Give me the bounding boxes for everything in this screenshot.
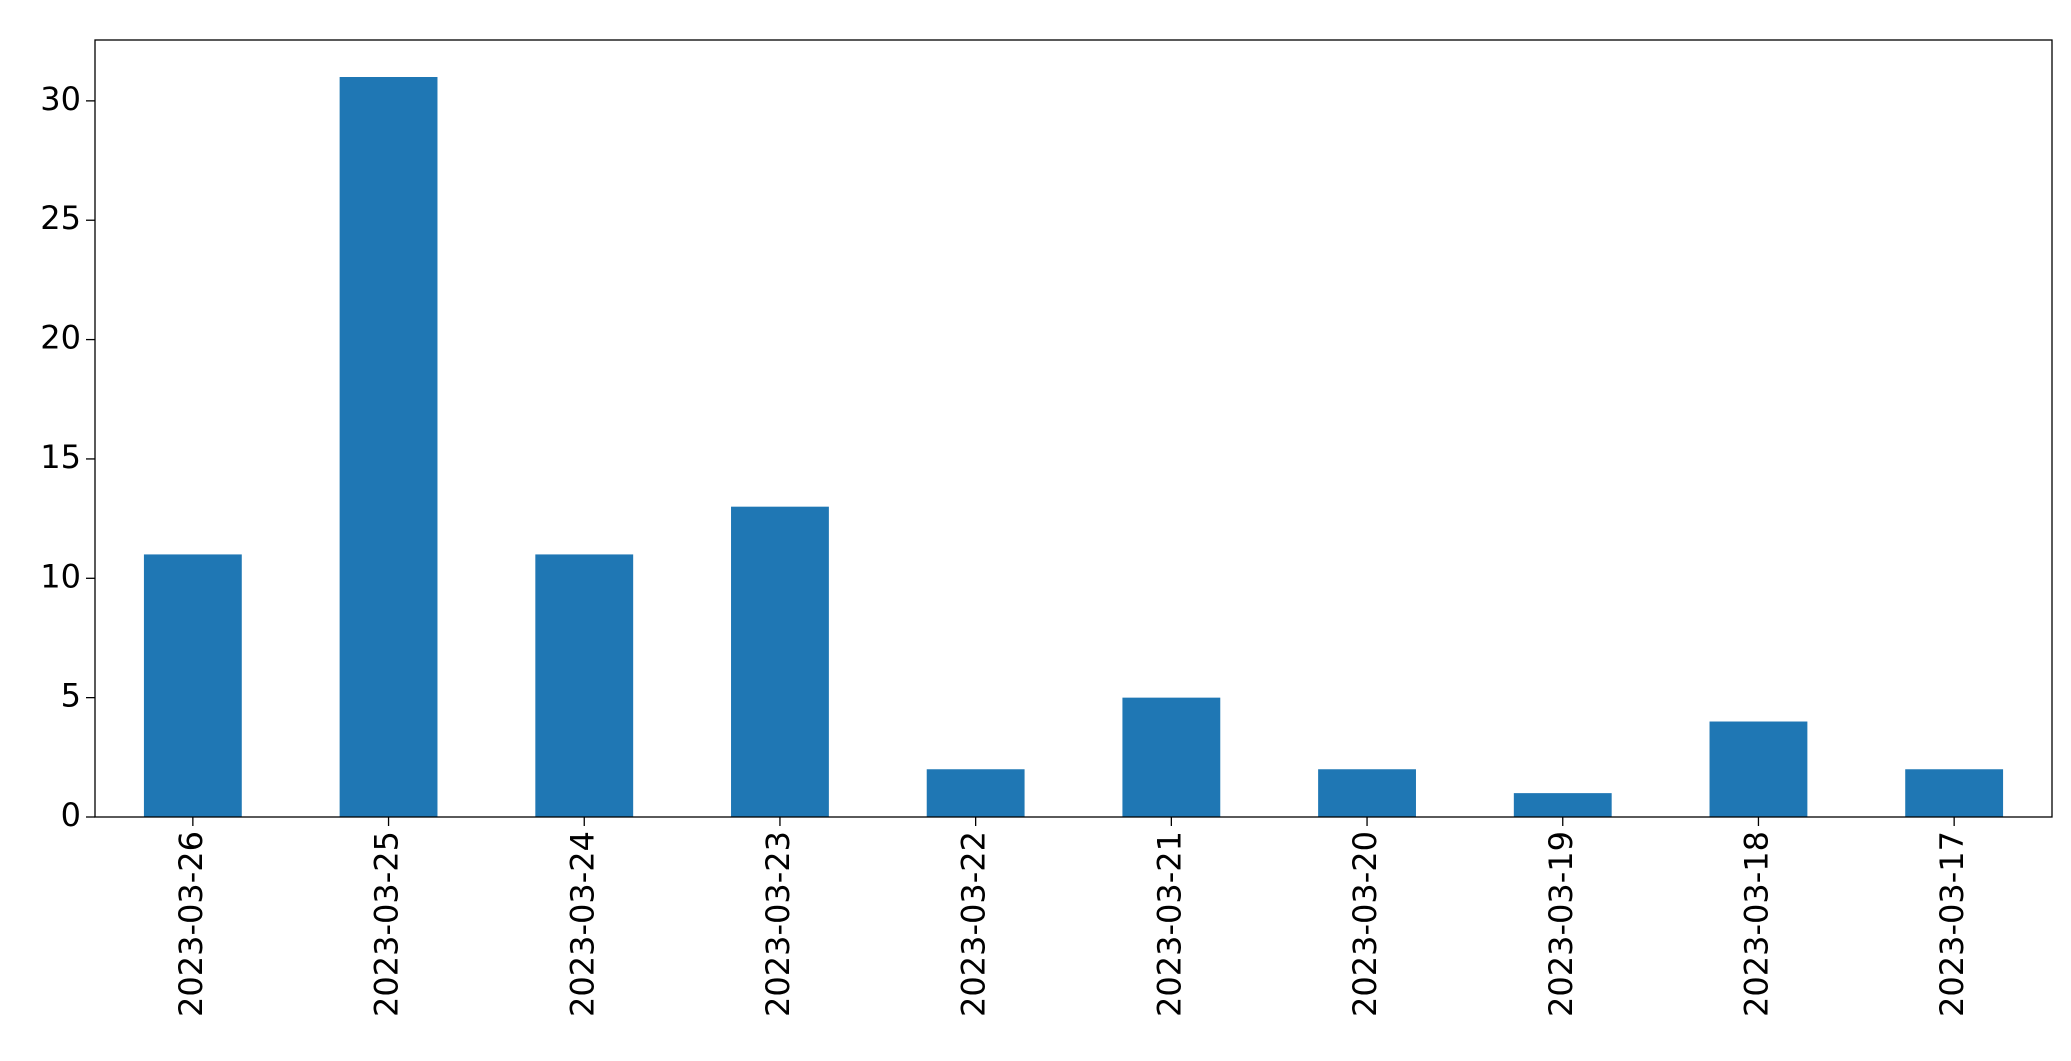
x-tick-label: 2023-03-26 [172, 831, 210, 1017]
bar [1122, 697, 1221, 817]
bar [1905, 769, 2004, 817]
x-tick-label: 2023-03-23 [759, 831, 797, 1017]
y-tick-label: 20 [40, 319, 81, 357]
x-tick-label: 2023-03-21 [1150, 831, 1188, 1017]
bar [339, 77, 438, 817]
y-tick-label: 15 [40, 438, 81, 476]
x-tick-label: 2023-03-20 [1346, 831, 1384, 1017]
x-tick-label: 2023-03-17 [1933, 831, 1971, 1017]
bar [926, 769, 1025, 817]
x-tick-label: 2023-03-25 [368, 831, 406, 1017]
y-tick-label: 25 [40, 199, 81, 237]
bar [1709, 721, 1808, 817]
bar [1318, 769, 1416, 817]
bar [731, 506, 829, 817]
x-tick-label: 2023-03-19 [1542, 831, 1580, 1017]
x-tick-label: 2023-03-22 [955, 831, 993, 1017]
x-tick-label: 2023-03-24 [563, 831, 601, 1017]
axes-frame [94, 39, 2053, 818]
bar [535, 554, 634, 817]
x-tick-label: 2023-03-18 [1737, 831, 1775, 1017]
bar [143, 554, 242, 817]
y-tick-label: 10 [40, 557, 81, 595]
y-tick-label: 0 [61, 796, 81, 834]
y-tick-label: 5 [61, 677, 81, 715]
plot-area: 0 5 10 15 20 25 30 2023-03-26 2023-03-25 2023-03-… [40, 77, 2004, 1017]
y-tick-label: 30 [40, 80, 81, 118]
bar [1513, 793, 1612, 817]
